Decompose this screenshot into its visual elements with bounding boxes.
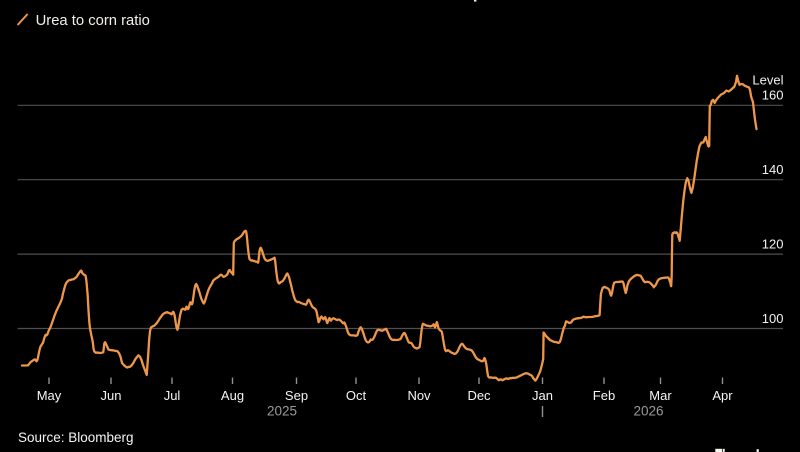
svg-text:Jul: Jul — [164, 388, 181, 403]
svg-text:Source: Bloomberg: Source: Bloomberg — [18, 430, 134, 445]
svg-text:100: 100 — [762, 311, 784, 326]
svg-text:2025: 2025 — [267, 404, 297, 419]
svg-text:Jan: Jan — [532, 388, 553, 403]
svg-text:Aug: Aug — [221, 388, 244, 403]
svg-text:Feb: Feb — [593, 388, 615, 403]
svg-text:Dec: Dec — [467, 388, 491, 403]
svg-text:140: 140 — [762, 162, 784, 177]
svg-text:Level: Level — [752, 73, 783, 88]
svg-text:Nov: Nov — [407, 388, 431, 403]
svg-text:2026: 2026 — [633, 404, 663, 419]
svg-text:Mar: Mar — [649, 388, 672, 403]
svg-text:May: May — [37, 388, 62, 403]
svg-text:Oct: Oct — [346, 388, 367, 403]
svg-text:160: 160 — [762, 88, 784, 103]
svg-text:Jun: Jun — [101, 388, 122, 403]
svg-text:Urea to corn ratio: Urea to corn ratio — [36, 13, 150, 29]
svg-text:Sep: Sep — [285, 388, 308, 403]
svg-text:Apr: Apr — [712, 388, 733, 403]
svg-text:120: 120 — [762, 236, 784, 251]
